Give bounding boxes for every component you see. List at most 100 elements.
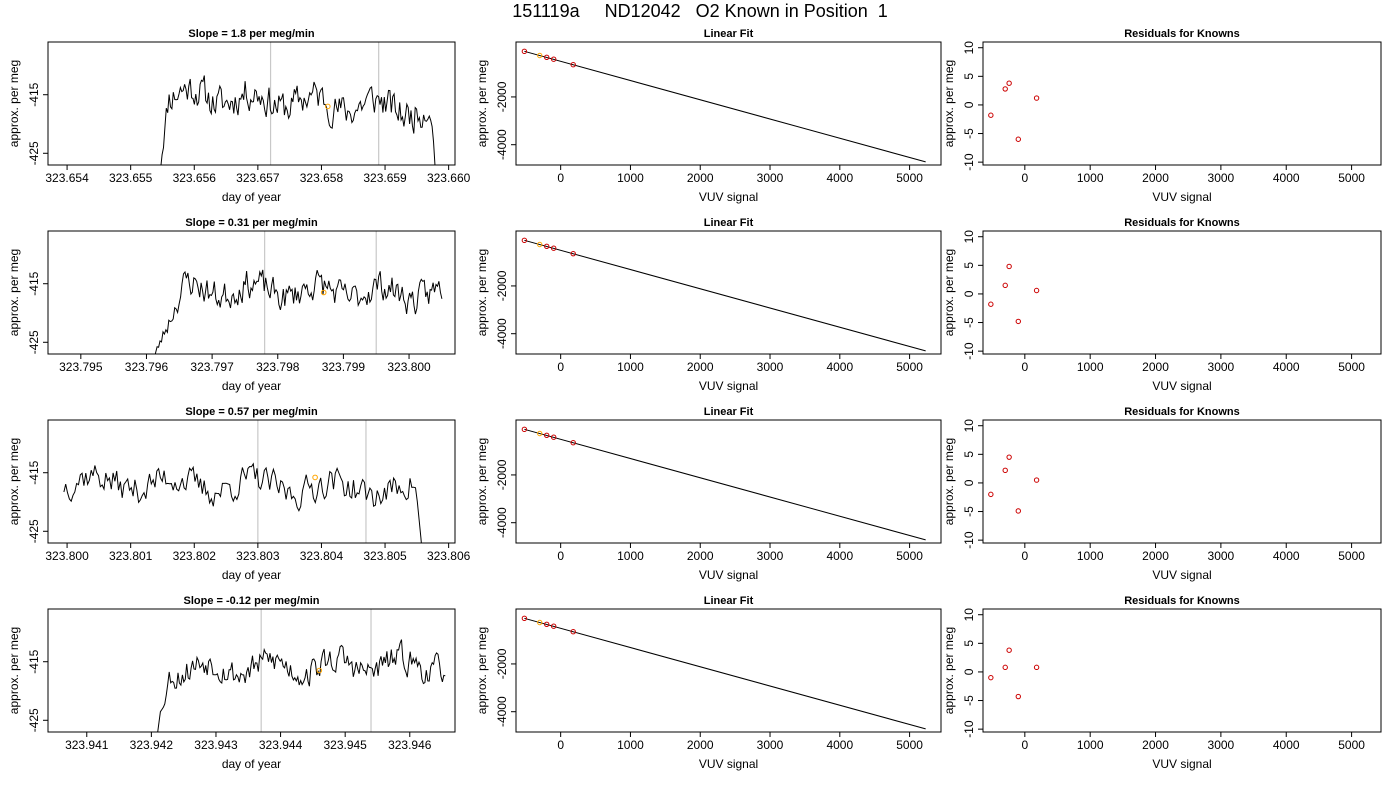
x-tick-label: 323.944	[259, 738, 303, 752]
x-axis-label: VUV signal	[1152, 379, 1211, 393]
x-tick-label: 323.805	[363, 549, 407, 563]
x-tick-label: 3000	[1208, 171, 1235, 185]
data-point	[544, 621, 550, 627]
plot-data	[154, 269, 443, 354]
data-point	[1006, 454, 1012, 460]
x-axis-label: VUV signal	[699, 379, 758, 393]
x-tick-label: 323.800	[387, 360, 431, 374]
panel-title: Linear Fit	[704, 406, 754, 418]
x-tick-label: 2000	[1142, 549, 1169, 563]
panel-title: Slope = 0.57 per meg/min	[185, 406, 318, 418]
fit-line	[524, 617, 926, 730]
y-tick-label: 10	[962, 608, 976, 622]
panel-fit-4: Linear Fit 0 1000 2000 3000 4000 5000 -4000 -200…	[475, 595, 942, 771]
x-tick-label: 4000	[1273, 738, 1300, 752]
panel-fit-3: Linear Fit 0 1000 2000 3000 4000 5000 -4000 -200…	[475, 406, 942, 582]
x-tick-label: 0	[1021, 171, 1028, 185]
fit-line	[524, 239, 926, 352]
plot-data	[988, 80, 1040, 142]
data-point	[570, 250, 576, 257]
x-tick-label: 0	[557, 738, 564, 752]
y-tick-label: -10	[962, 720, 976, 738]
plot-frame	[982, 230, 1382, 355]
panel-title: Linear Fit	[704, 595, 754, 607]
data-point	[988, 112, 994, 118]
panel-timeseries-4: Slope = -0.12 per meg/min 323.941 323.942 3…	[7, 595, 456, 771]
x-tick-label: 3000	[1208, 738, 1235, 752]
x-tick-label: 2000	[687, 360, 714, 374]
data-point	[1015, 136, 1021, 142]
x-tick-label: 3000	[1208, 360, 1235, 374]
x-tick-label: 0	[557, 171, 564, 185]
panel-title: Slope = 0.31 per meg/min	[185, 217, 318, 229]
panel-title: Slope = -0.12 per meg/min	[183, 595, 319, 607]
x-tick-label: 1000	[617, 549, 644, 563]
highlight-point	[325, 103, 331, 110]
x-tick-label: 323.802	[173, 549, 217, 563]
x-axis-label: VUV signal	[699, 757, 758, 771]
y-axis-label: approx. per meg	[475, 438, 489, 525]
x-tick-label: 323.941	[65, 738, 109, 752]
y-axis-label: approx. per meg	[7, 627, 21, 714]
x-tick-label: 323.654	[45, 171, 89, 185]
series-line	[63, 462, 422, 543]
x-axis-label: day of year	[222, 190, 281, 204]
x-tick-label: 323.798	[256, 360, 300, 374]
panel-fit-2: Linear Fit 0 1000 2000 3000 4000 5000 -4000 -200…	[475, 217, 942, 393]
panel-timeseries-2: Slope = 0.31 per meg/min 323.795 323.796 32…	[7, 217, 456, 393]
x-tick-label: 1000	[1077, 549, 1104, 563]
x-tick-label: 5000	[1338, 549, 1365, 563]
data-point	[1002, 282, 1008, 289]
data-point	[537, 619, 543, 626]
y-tick-label: -2000	[495, 270, 509, 301]
y-tick-label: -2000	[495, 648, 509, 679]
y-tick-label: -4000	[495, 318, 509, 349]
x-tick-label: 0	[1021, 360, 1028, 374]
data-point	[1006, 80, 1012, 86]
x-tick-label: 323.943	[194, 738, 238, 752]
y-tick-label: 5	[962, 451, 976, 458]
x-tick-label: 5000	[1338, 360, 1365, 374]
x-tick-label: 4000	[826, 549, 853, 563]
panel-timeseries-3: Slope = 0.57 per meg/min 323.800 323.801 32…	[7, 406, 471, 582]
plot-frame	[47, 230, 456, 355]
x-tick-label: 323.804	[300, 549, 344, 563]
x-tick-label: 3000	[757, 171, 784, 185]
y-tick-label: -415	[27, 82, 41, 106]
plot-data	[988, 263, 1040, 325]
x-tick-label: 323.803	[236, 549, 280, 563]
y-tick-label: -10	[962, 342, 976, 360]
y-tick-label: -4000	[495, 507, 509, 538]
x-tick-label: 3000	[757, 549, 784, 563]
data-point	[550, 245, 557, 251]
x-tick-label: 4000	[826, 171, 853, 185]
y-axis-label: approx. per meg	[475, 627, 489, 714]
x-axis-label: day of year	[222, 379, 281, 393]
data-point	[537, 430, 543, 437]
x-axis-label: day of year	[222, 757, 281, 771]
y-axis-label: approx. per meg	[7, 249, 21, 336]
x-tick-label: 323.797	[190, 360, 234, 374]
plot-data	[160, 75, 436, 165]
y-tick-label: -415	[27, 271, 41, 295]
data-point	[544, 432, 550, 438]
data-point	[570, 439, 576, 446]
data-point	[1015, 693, 1021, 700]
panel-title: Residuals for Knowns	[1124, 217, 1240, 229]
x-tick-label: 323.942	[130, 738, 174, 752]
data-point	[1015, 318, 1021, 325]
x-tick-label: 4000	[1273, 360, 1300, 374]
data-point	[537, 52, 543, 59]
panel-title: Slope = 1.8 per meg/min	[188, 28, 315, 40]
y-tick-label: -4000	[495, 129, 509, 160]
data-point	[1033, 664, 1040, 671]
data-point	[550, 434, 557, 440]
x-tick-label: 2000	[1142, 738, 1169, 752]
data-point	[1033, 477, 1040, 483]
x-axis-label: VUV signal	[1152, 757, 1211, 771]
x-tick-label: 4000	[826, 738, 853, 752]
y-tick-label: -415	[27, 460, 41, 484]
x-tick-label: 0	[1021, 738, 1028, 752]
x-tick-label: 323.795	[59, 360, 103, 374]
x-tick-label: 323.658	[300, 171, 344, 185]
